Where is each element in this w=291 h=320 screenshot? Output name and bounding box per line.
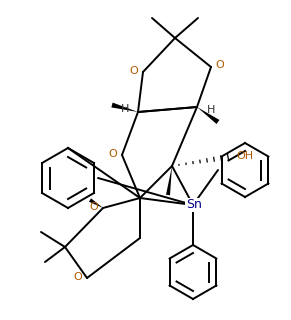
Text: O: O <box>129 66 139 76</box>
Text: O: O <box>74 272 82 282</box>
Polygon shape <box>111 103 138 112</box>
Text: OH: OH <box>236 151 253 161</box>
Text: Sn: Sn <box>186 198 202 212</box>
Text: O: O <box>90 202 98 212</box>
Polygon shape <box>197 107 219 124</box>
Text: H: H <box>121 104 129 114</box>
Text: O: O <box>216 60 224 70</box>
Polygon shape <box>166 166 172 195</box>
Text: O: O <box>109 149 117 159</box>
Text: H: H <box>207 105 215 115</box>
Polygon shape <box>89 198 103 208</box>
